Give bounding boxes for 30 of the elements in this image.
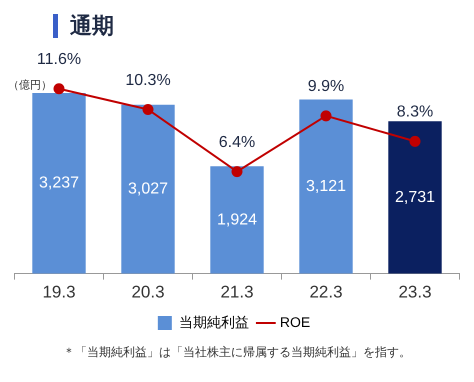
data-label: 6.4% (218, 134, 256, 152)
x-tick-label: 21.3 (220, 282, 254, 302)
bar (299, 100, 353, 274)
data-label: 8.3% (396, 104, 434, 121)
point (410, 136, 420, 147)
y-axis-title: （億円） (8, 78, 52, 92)
data-label: 9.9% (308, 78, 344, 96)
data-label: 1,924 (216, 211, 258, 228)
data-label: 10.3% (125, 72, 171, 89)
bar (210, 166, 264, 274)
legend-label: ROE (280, 314, 310, 330)
x-tick-label: 23.3 (398, 282, 432, 302)
point (232, 166, 242, 178)
x-tick-label: 19.3 (42, 282, 76, 302)
bar (32, 93, 86, 274)
point (320, 110, 332, 122)
x-tick-label: 22.3 (309, 282, 343, 302)
bar (121, 104, 175, 274)
data-label: 3,237 (38, 174, 80, 192)
data-label: 3,121 (306, 178, 346, 195)
bar (388, 121, 442, 274)
text: ＊「当期純利益」は「当社株主に帰属する当期純利益」を指す。 (62, 344, 412, 361)
x-tick-label: 20.3 (131, 282, 165, 302)
point (54, 83, 64, 94)
legend-label: 当期純利益 (178, 314, 249, 330)
point (142, 104, 154, 115)
data-label: 11.6% (36, 51, 82, 68)
data-label: 2,731 (394, 188, 436, 206)
data-label: 3,027 (128, 180, 168, 198)
chart-title: 通期 (70, 12, 114, 40)
